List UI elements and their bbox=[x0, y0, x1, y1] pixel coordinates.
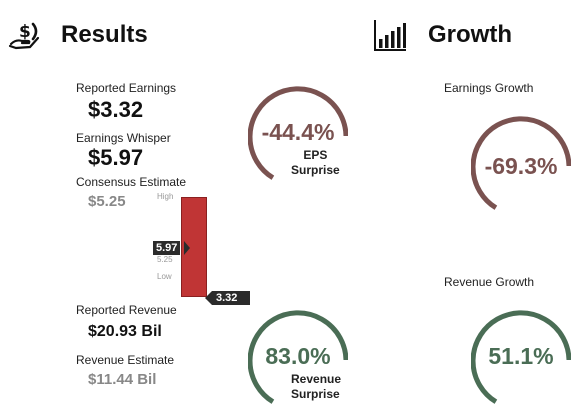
reported-revenue-value: $20.93 Bil bbox=[88, 323, 162, 340]
revenue-surprise-caption-line2: Surprise bbox=[291, 387, 340, 401]
revenue-growth-value: 51.1% bbox=[488, 343, 554, 369]
svg-text:$: $ bbox=[19, 22, 31, 42]
results-title: Results bbox=[61, 21, 148, 48]
reported-earnings-label: Reported Earnings bbox=[76, 81, 177, 95]
revenue-surprise-gauge bbox=[247, 310, 349, 410]
consensus-estimate-label: Consensus Estimate bbox=[76, 175, 187, 189]
range-consensus-label: 5.25 bbox=[157, 255, 173, 264]
revenue-surprise-caption: Revenue Surprise bbox=[291, 372, 341, 402]
range-low-label: Low bbox=[157, 272, 172, 281]
eps-surprise-value: -44.4% bbox=[261, 119, 335, 145]
revenue-estimate-label: Revenue Estimate bbox=[76, 353, 175, 367]
growth-title: Growth bbox=[428, 21, 512, 48]
earnings-whisper-label: Earnings Whisper bbox=[76, 131, 171, 145]
revenue-estimate-value: $11.44 Bil bbox=[88, 371, 157, 388]
revenue-surprise-caption-line1: Revenue bbox=[291, 372, 342, 386]
reported-revenue-label: Reported Revenue bbox=[76, 303, 177, 317]
eps-surprise-caption-line1: EPS bbox=[303, 148, 328, 162]
eps-surprise-caption-line2: Surprise bbox=[291, 163, 340, 177]
eps-surprise-caption: EPS Surprise bbox=[291, 148, 340, 178]
earnings-growth-gauge bbox=[470, 116, 572, 216]
bar-chart-icon bbox=[373, 18, 407, 52]
earnings-growth-label: Earnings Growth bbox=[444, 81, 534, 95]
reported-earnings-value: $3.32 bbox=[88, 97, 144, 122]
revenue-growth-gauge bbox=[470, 310, 572, 410]
money-hand-icon: $ bbox=[8, 20, 40, 50]
earnings-whisper-value: $5.97 bbox=[88, 145, 144, 170]
actual-marker: 3.32 bbox=[212, 291, 250, 305]
revenue-growth-label: Revenue Growth bbox=[444, 275, 535, 289]
earnings-growth-value: -69.3% bbox=[484, 153, 558, 179]
whisper-marker-pointer bbox=[184, 241, 190, 255]
whisper-marker: 5.97 bbox=[153, 241, 181, 255]
range-high-label: High bbox=[157, 192, 174, 201]
eps-surprise-gauge bbox=[247, 86, 349, 186]
actual-marker-pointer bbox=[205, 291, 212, 305]
revenue-surprise-value: 83.0% bbox=[265, 343, 331, 369]
consensus-estimate-value: $5.25 bbox=[88, 193, 126, 210]
